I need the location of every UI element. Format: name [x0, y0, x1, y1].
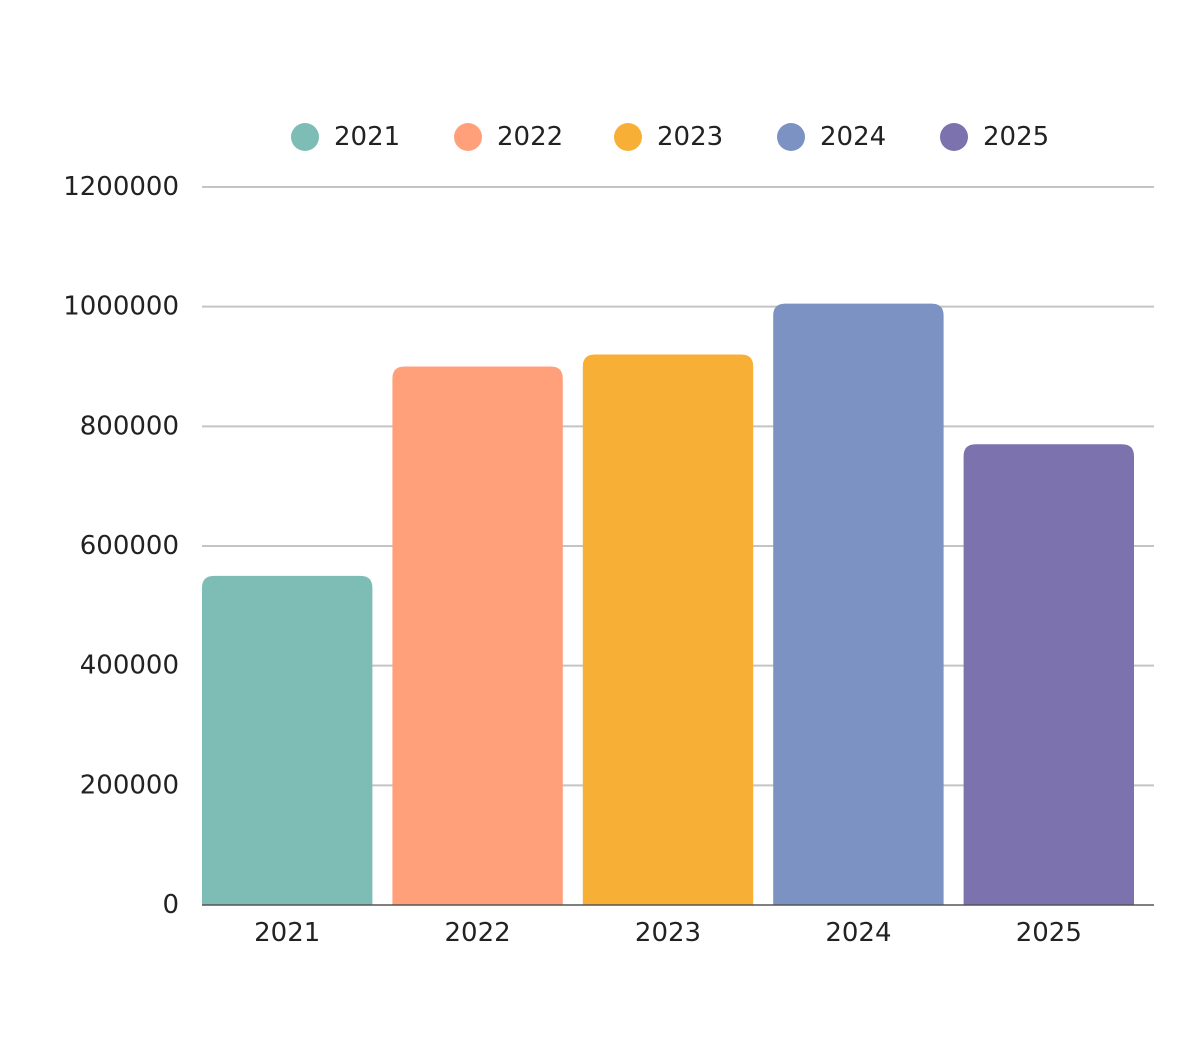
bar-2025	[963, 444, 1134, 905]
x-tick-label: 2025	[1016, 918, 1082, 948]
legend-item-2023[interactable]: 2023	[614, 122, 723, 152]
bar-2022	[392, 366, 563, 905]
y-tick-label: 200000	[80, 770, 179, 800]
bar-2021	[202, 575, 373, 905]
legend-label: 2021	[334, 122, 400, 152]
legend-label: 2024	[820, 122, 886, 152]
y-tick-label: 1200000	[63, 172, 179, 202]
legend-swatch	[454, 123, 482, 151]
legend: 2021 2022 2023 2024 2025	[291, 122, 1049, 152]
legend-item-2025[interactable]: 2025	[940, 122, 1049, 152]
legend-label: 2022	[497, 122, 563, 152]
y-tick-label: 0	[162, 890, 179, 920]
y-tick-label: 400000	[80, 651, 179, 681]
legend-label: 2023	[657, 122, 723, 152]
x-tick-label: 2023	[635, 918, 701, 948]
bar-2023	[582, 354, 754, 905]
legend-item-2022[interactable]: 2022	[454, 122, 563, 152]
legend-swatch	[614, 123, 642, 151]
legend-label: 2025	[983, 122, 1049, 152]
bar-2024	[773, 303, 944, 905]
legend-item-2021[interactable]: 2021	[291, 122, 400, 152]
x-tick-label: 2021	[254, 918, 320, 948]
y-tick-label: 1000000	[63, 292, 179, 322]
legend-swatch	[777, 123, 805, 151]
axes: 0 200000 400000 600000 800000 1000000 1200000 2…	[63, 172, 1154, 948]
bars	[202, 303, 1134, 905]
x-tick-label: 2024	[825, 918, 891, 948]
y-tick-label: 600000	[80, 531, 179, 561]
legend-item-2024[interactable]: 2024	[777, 122, 886, 152]
y-tick-label: 800000	[80, 411, 179, 441]
legend-swatch	[291, 123, 319, 151]
x-tick-label: 2022	[445, 918, 511, 948]
legend-swatch	[940, 123, 968, 151]
